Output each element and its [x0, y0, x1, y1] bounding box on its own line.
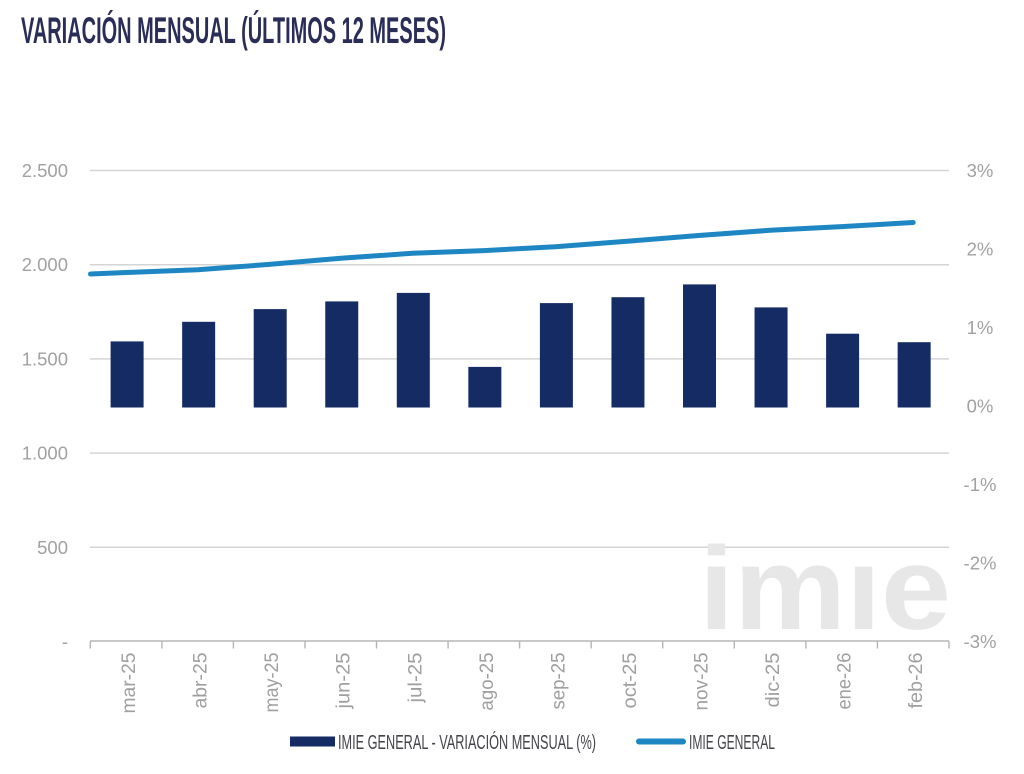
svg-text:-1%: -1%: [964, 474, 997, 495]
svg-text:VARIACIÓN MENSUAL (ÚLTIMOS 12: VARIACIÓN MENSUAL (ÚLTIMOS 12 MESES): [21, 9, 446, 51]
svg-text:-3%: -3%: [964, 631, 997, 652]
svg-text:3%: 3%: [967, 160, 994, 181]
svg-text:jul-25: jul-25: [405, 653, 426, 704]
svg-text:imıe: imıe: [699, 523, 951, 655]
svg-text:may-25: may-25: [262, 653, 283, 713]
svg-text:abr-25: abr-25: [191, 653, 212, 709]
svg-text:2.500: 2.500: [22, 160, 68, 181]
svg-text:dic-25: dic-25: [763, 653, 784, 708]
svg-text:500: 500: [37, 537, 68, 558]
svg-text:mar-25: mar-25: [119, 653, 140, 714]
svg-text:sep-25: sep-25: [548, 653, 569, 710]
svg-text:1.500: 1.500: [22, 348, 68, 369]
svg-text:-2%: -2%: [964, 553, 997, 574]
svg-text:1%: 1%: [967, 317, 994, 338]
svg-text:1.000: 1.000: [22, 443, 68, 464]
svg-text:IMIE GENERAL - VARIACIÓN MENSU: IMIE GENERAL - VARIACIÓN MENSUAL (%): [338, 731, 596, 754]
svg-text:IMIE GENERAL: IMIE GENERAL: [689, 732, 775, 754]
svg-text:ago-25: ago-25: [477, 653, 498, 711]
svg-text:2%: 2%: [967, 239, 994, 260]
svg-text:oct-25: oct-25: [620, 653, 641, 709]
svg-text:2.000: 2.000: [22, 254, 68, 275]
svg-text:0%: 0%: [967, 396, 994, 417]
svg-text:ene-26: ene-26: [835, 653, 856, 710]
svg-text:nov-25: nov-25: [692, 653, 713, 711]
svg-text:-: -: [62, 631, 68, 652]
svg-text:feb-26: feb-26: [906, 653, 927, 709]
svg-text:jun-25: jun-25: [334, 653, 355, 710]
